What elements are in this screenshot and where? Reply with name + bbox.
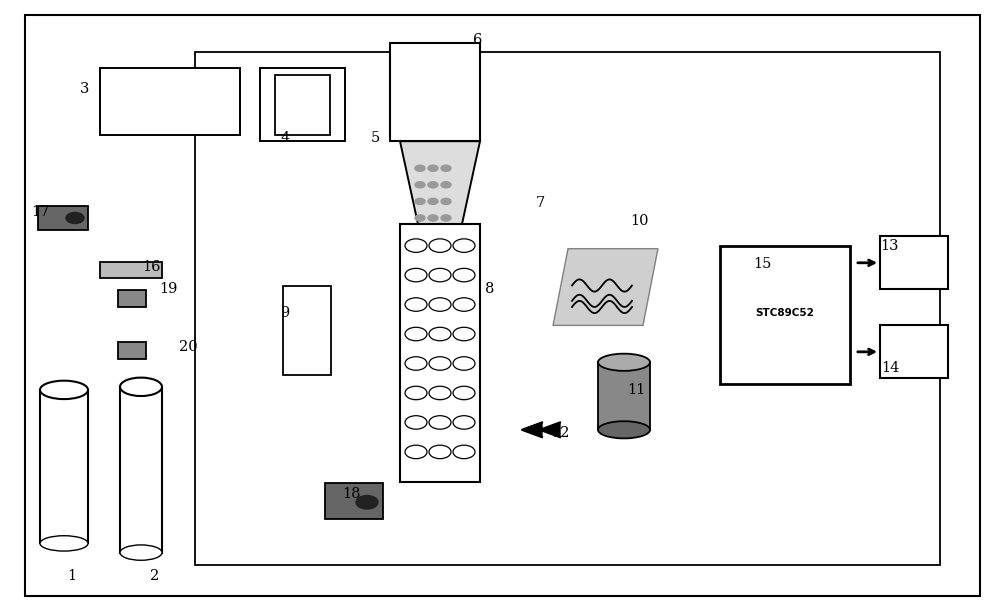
Text: STC89C52: STC89C52 [756, 308, 814, 318]
Text: 6: 6 [473, 33, 483, 47]
Circle shape [415, 165, 425, 171]
Text: 5: 5 [370, 131, 380, 145]
Ellipse shape [120, 545, 162, 560]
Circle shape [415, 198, 425, 204]
Text: 14: 14 [881, 362, 899, 375]
Text: 3: 3 [80, 82, 90, 96]
Bar [880, 325, 948, 378]
Ellipse shape [40, 535, 88, 551]
Text: 9: 9 [280, 306, 290, 320]
Bar [40, 390, 88, 543]
Circle shape [356, 495, 378, 509]
Ellipse shape [120, 378, 162, 396]
Bar [118, 342, 146, 359]
Text: 12: 12 [551, 426, 569, 440]
Text: 18: 18 [343, 488, 361, 501]
Text: 7: 7 [535, 196, 545, 209]
Ellipse shape [40, 381, 88, 399]
Circle shape [428, 215, 438, 221]
Circle shape [441, 215, 451, 221]
Circle shape [66, 212, 84, 223]
Text: 1: 1 [67, 569, 77, 583]
Text: 8: 8 [485, 282, 495, 295]
Polygon shape [400, 141, 480, 224]
Polygon shape [522, 422, 542, 437]
Circle shape [428, 165, 438, 171]
Bar [275, 75, 330, 135]
Circle shape [441, 198, 451, 204]
Text: 20: 20 [179, 340, 197, 354]
Bar [598, 362, 650, 430]
Text: 15: 15 [753, 257, 771, 271]
Bar [195, 52, 940, 565]
Circle shape [428, 182, 438, 188]
Circle shape [415, 182, 425, 188]
Polygon shape [540, 422, 560, 437]
Bar [880, 236, 948, 289]
Bar [400, 224, 480, 482]
Circle shape [428, 198, 438, 204]
Ellipse shape [598, 354, 650, 371]
Bar [390, 43, 480, 141]
Text: 19: 19 [159, 282, 177, 295]
Circle shape [415, 215, 425, 221]
Bar [38, 206, 88, 230]
Circle shape [441, 165, 451, 171]
Bar [100, 68, 240, 135]
Text: 13: 13 [881, 239, 899, 252]
Text: 11: 11 [627, 383, 645, 397]
Circle shape [441, 182, 451, 188]
Text: 2: 2 [150, 569, 160, 583]
Bar [120, 387, 162, 553]
Text: 16: 16 [143, 260, 161, 274]
Bar [100, 262, 162, 278]
Text: 10: 10 [631, 214, 649, 228]
Bar [325, 483, 383, 519]
Bar [720, 246, 850, 384]
Bar [283, 286, 331, 375]
Ellipse shape [598, 421, 650, 438]
Bar [260, 68, 345, 141]
Text: 4: 4 [280, 131, 290, 145]
Polygon shape [553, 249, 658, 325]
Text: 17: 17 [31, 205, 49, 219]
Bar [118, 290, 146, 307]
